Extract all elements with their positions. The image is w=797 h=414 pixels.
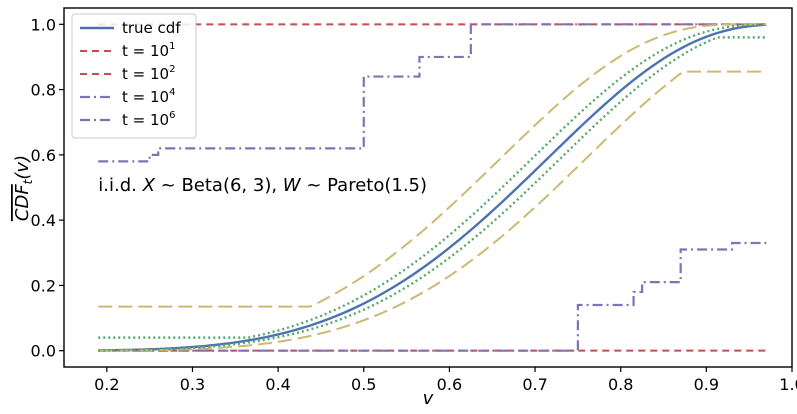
y-axis-label: CDFt(v): [12, 155, 35, 221]
series-line-5: [98, 23, 767, 308]
x-tick-label: 0.7: [522, 375, 547, 394]
y-tick-label: 0.8: [31, 81, 56, 100]
x-tick-label: 0.5: [351, 375, 376, 394]
series-layer: [98, 23, 767, 352]
annotation-text: i.i.d. X ~ Beta(6, 3), W ~ Pareto(1.5): [98, 175, 427, 196]
series-line-3: [98, 23, 767, 163]
x-tick-label: 0.4: [265, 375, 290, 394]
x-tick-label: 0.3: [180, 375, 205, 394]
legend-label-2: t = 102: [122, 64, 175, 83]
legend-label-0: true cdf: [122, 19, 181, 37]
series-line-6: [98, 70, 767, 352]
legend-box: [71, 13, 197, 139]
x-tick-label: 0.9: [694, 375, 719, 394]
y-tick-label: 0.6: [31, 146, 56, 165]
y-tick-label: 0.2: [31, 276, 56, 295]
legend-label-4: t = 106: [122, 110, 175, 129]
x-tick-label: 1.0: [779, 375, 797, 394]
y-tick-label: 0.0: [31, 342, 56, 361]
y-tick-label: 0.4: [31, 211, 56, 230]
series-line-4: [98, 241, 767, 352]
plot-frame: [63, 7, 793, 368]
series-line-8: [98, 36, 767, 352]
legend-label-3: t = 104: [122, 87, 175, 106]
ticks-layer: 0.2 0.3 0.4 0.5 0.6 0.7 0.8 0.9 1.0 0.0 0.2 0.4 0.6 0…: [31, 15, 797, 394]
legend-label-1: t = 101: [122, 41, 175, 60]
series-line-7: [98, 23, 767, 339]
x-axis-label: v: [423, 388, 434, 409]
x-tick-label: 0.6: [437, 375, 462, 394]
x-tick-label: 0.8: [608, 375, 633, 394]
x-tick-label: 0.2: [94, 375, 119, 394]
y-tick-label: 1.0: [31, 15, 56, 34]
legend: true cdf t = 101 t = 102 t = 104 t = 106: [71, 13, 197, 139]
